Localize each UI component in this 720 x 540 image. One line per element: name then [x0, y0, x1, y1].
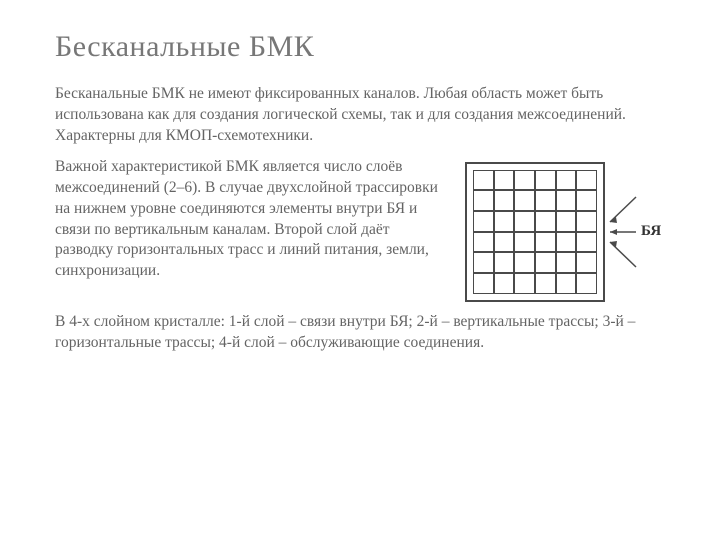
grid-cell [576, 252, 597, 273]
slide: Бесканальные БМК Бесканальные БМК не име… [0, 0, 720, 540]
grid-cell [535, 232, 556, 253]
grid-cell [494, 252, 515, 273]
content-row: Важной характеристикой БМК является числ… [55, 157, 665, 302]
grid-cell [473, 190, 494, 211]
grid-cell [494, 211, 515, 232]
grid-cell [535, 190, 556, 211]
paragraph-3: В 4-х слойном кристалле: 1-й слой – связ… [55, 312, 665, 354]
grid-cell [494, 190, 515, 211]
grid-cell [535, 273, 556, 294]
grid-cell [494, 232, 515, 253]
grid-cell [514, 190, 535, 211]
grid-cell [494, 273, 515, 294]
grid-cell [576, 170, 597, 191]
grid-cell [556, 252, 577, 273]
grid-cell [473, 211, 494, 232]
grid-cell [535, 211, 556, 232]
grid-cell [473, 273, 494, 294]
paragraph-2-wrap: Важной характеристикой БМК является числ… [55, 157, 445, 283]
grid-cell [494, 170, 515, 191]
grid-cell [535, 170, 556, 191]
grid-cell [473, 170, 494, 191]
grid-cell [473, 232, 494, 253]
grid-cell [514, 252, 535, 273]
grid-cell [556, 170, 577, 191]
grid-cell [514, 170, 535, 191]
figure: БЯ [465, 162, 665, 302]
figure-label: БЯ [641, 223, 661, 240]
slide-title: Бесканальные БМК [55, 30, 665, 64]
grid-cell [514, 273, 535, 294]
grid-cell [556, 190, 577, 211]
grid-cell [514, 211, 535, 232]
grid-cell [556, 273, 577, 294]
arrow-icon [608, 177, 638, 287]
grid-cell [576, 190, 597, 211]
grid-cell [556, 232, 577, 253]
grid-cell [473, 252, 494, 273]
paragraph-1: Бесканальные БМК не имеют фиксированных … [55, 84, 665, 147]
grid-outer-box [465, 162, 605, 302]
grid-cell [576, 232, 597, 253]
grid-inner [473, 170, 597, 294]
paragraph-2: Важной характеристикой БМК является числ… [55, 157, 445, 283]
grid-cell [514, 232, 535, 253]
grid-cell [535, 252, 556, 273]
grid-cell [576, 273, 597, 294]
grid-cell [556, 211, 577, 232]
grid-cell [576, 211, 597, 232]
